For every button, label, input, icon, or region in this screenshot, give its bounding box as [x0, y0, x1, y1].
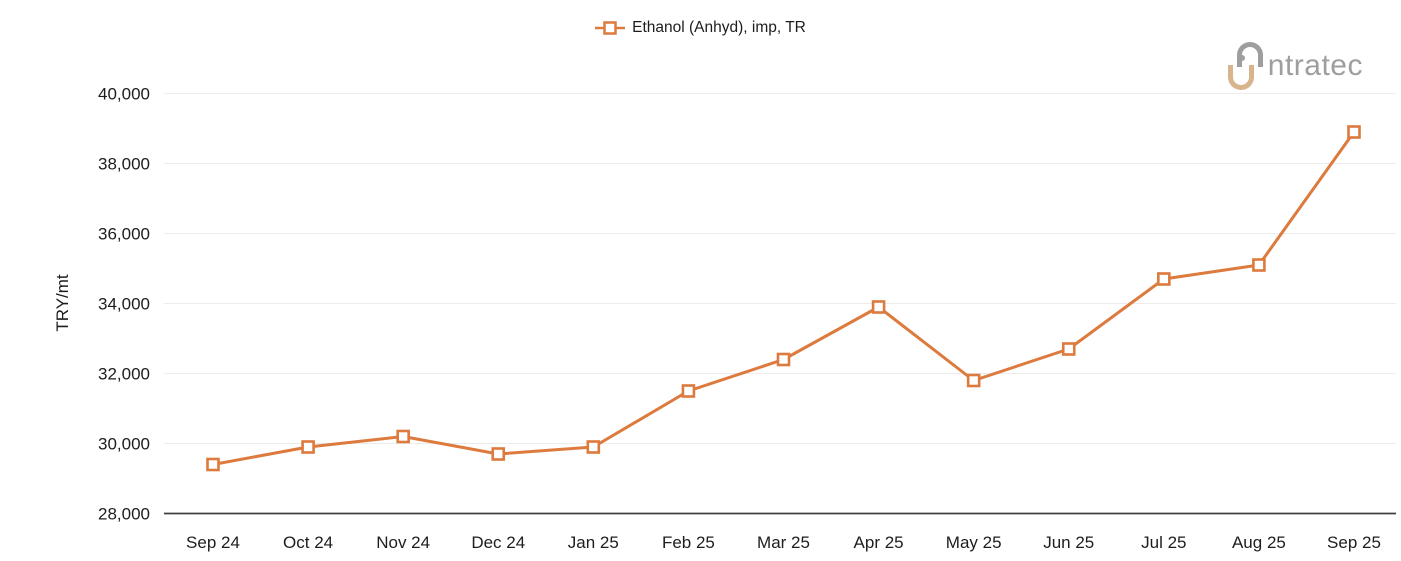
- data-point-marker[interactable]: [491, 447, 506, 461]
- intratec-logo-wordmark: ntratec: [1267, 49, 1363, 82]
- series-line: [212, 131, 1356, 466]
- x-tick-label: Jul 25: [1141, 533, 1186, 552]
- data-point-marker[interactable]: [776, 352, 791, 367]
- data-point-marker[interactable]: [586, 440, 601, 454]
- data-point-marker[interactable]: [396, 429, 410, 444]
- x-tick-label: Sep 25: [1327, 533, 1381, 552]
- intratec-logo-mark-icon: [1227, 42, 1264, 90]
- legend-series-marker-icon: [595, 21, 626, 35]
- x-tick-label: Mar 25: [757, 533, 810, 552]
- y-tick-label: 38,000: [98, 155, 150, 174]
- y-tick-label: 28,000: [98, 505, 150, 524]
- x-tick-label: Jan 25: [568, 533, 619, 552]
- y-tick-label: 36,000: [98, 225, 150, 244]
- x-tick-label: Feb 25: [662, 533, 715, 552]
- x-tick-label: May 25: [946, 533, 1002, 552]
- intratec-logo: ntratec: [1227, 42, 1363, 90]
- y-tick-label: 40,000: [98, 85, 150, 104]
- legend-series-label: Ethanol (Anhyd), imp, TR: [632, 19, 806, 36]
- data-point-marker[interactable]: [301, 440, 315, 454]
- logo-hook-top: [1236, 42, 1263, 67]
- x-tick-label: Nov 24: [376, 533, 430, 552]
- y-tick-label: 34,000: [98, 295, 150, 314]
- data-point-marker[interactable]: [1157, 272, 1171, 286]
- x-tick-label: Jun 25: [1043, 533, 1094, 552]
- x-tick-label: Sep 24: [186, 533, 240, 552]
- data-point-marker[interactable]: [681, 384, 696, 398]
- logo-hook-bottom: [1227, 65, 1254, 90]
- data-point-marker[interactable]: [1061, 342, 1076, 356]
- data-point-marker[interactable]: [1347, 125, 1361, 139]
- data-point-marker[interactable]: [871, 300, 886, 314]
- x-tick-label: Dec 24: [471, 533, 525, 552]
- data-point-marker[interactable]: [1252, 258, 1266, 272]
- x-tick-label: Aug 25: [1232, 533, 1286, 552]
- data-point-marker[interactable]: [206, 457, 220, 472]
- x-tick-label: Apr 25: [854, 533, 904, 552]
- logo-i-dot: [1238, 55, 1245, 61]
- data-point-marker[interactable]: [966, 373, 981, 388]
- x-tick-label: Oct 24: [283, 533, 333, 552]
- y-tick-label: 32,000: [98, 365, 150, 384]
- y-tick-label: 30,000: [98, 435, 150, 454]
- chart-legend[interactable]: Ethanol (Anhyd), imp, TR: [0, 19, 1401, 37]
